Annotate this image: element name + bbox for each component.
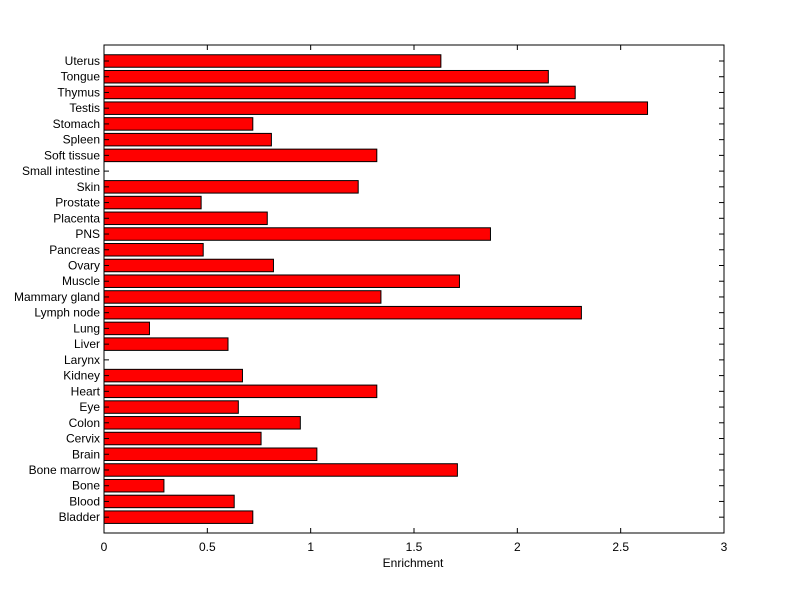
x-tick-label: 1 [307,540,314,554]
bar-brain [103,447,318,461]
bar-cervix [103,431,262,446]
category-label-lymph-node: Lymph node [34,306,100,320]
category-label-muscle: Muscle [62,274,100,288]
category-label-pancreas: Pancreas [49,243,100,257]
category-label-spleen: Spleen [63,133,100,147]
bar-bone-marrow [103,463,458,477]
bar-placenta [103,211,268,226]
category-label-colon: Colon [69,416,100,430]
category-label-brain: Brain [72,447,100,461]
bar-soft-tissue [103,148,378,163]
bar-bladder [103,510,254,524]
category-label-pns: PNS [75,227,100,241]
bar-kidney [103,368,243,383]
category-label-prostate: Prostate [55,196,100,210]
x-tick-label: 3 [721,540,728,554]
bar-lung [103,321,150,336]
category-label-blood: Blood [69,494,100,508]
category-label-stomach: Stomach [53,117,100,131]
bar-prostate [103,195,202,210]
x-tick-label: 0.5 [199,540,216,554]
x-tick-label: 1.5 [406,540,423,554]
category-label-tongue: Tongue [61,70,101,84]
category-label-bone: Bone [72,479,100,493]
category-label-bone-marrow: Bone marrow [29,463,101,477]
category-label-liver: Liver [74,337,100,351]
category-label-mammary-gland: Mammary gland [14,290,100,304]
category-label-lung: Lung [73,321,100,335]
x-tick-labels-group: 0 0.5 1 1.5 2 2.5 3 [101,540,728,554]
bar-eye [103,400,239,414]
category-label-placenta: Placenta [53,211,100,225]
category-label-eye: Eye [79,400,100,414]
bar-tongue [103,69,549,84]
x-tick-label: 2.5 [612,540,629,554]
category-label-thymus: Thymus [57,85,100,99]
category-label-soft-tissue: Soft tissue [44,148,100,162]
plot-frame [103,44,725,534]
x-tick-label: 0 [101,540,108,554]
bar-ovary [103,258,274,273]
category-label-kidney: Kidney [63,369,100,383]
bar-stomach [103,117,254,131]
bar-uterus [103,54,442,68]
bar-spleen [103,132,272,147]
bar-heart [103,384,378,399]
bar-pancreas [103,243,204,257]
category-label-skin: Skin [77,180,100,194]
category-label-ovary: Ovary [68,258,100,272]
category-label-cervix: Cervix [66,432,100,446]
bar-mammary-gland [103,290,382,304]
x-axis-label: Enrichment [383,556,444,570]
x-tick-label: 2 [514,540,521,554]
bar-lymph-node [103,305,582,320]
bar-skin [103,180,359,194]
bar-liver [103,337,229,351]
category-label-uterus: Uterus [65,54,100,68]
bar-thymus [103,85,576,100]
bar-muscle [103,274,460,288]
bar-colon [103,416,301,430]
category-label-small-intestine: Small intestine [22,164,100,178]
bar-pns [103,227,491,241]
category-label-testis: Testis [69,101,100,115]
bar-bone [103,478,165,493]
bar-blood [103,494,235,509]
bar-testis [103,101,649,115]
category-label-bladder: Bladder [59,510,100,524]
category-label-heart: Heart [71,384,101,398]
category-label-larynx: Larynx [64,353,100,367]
